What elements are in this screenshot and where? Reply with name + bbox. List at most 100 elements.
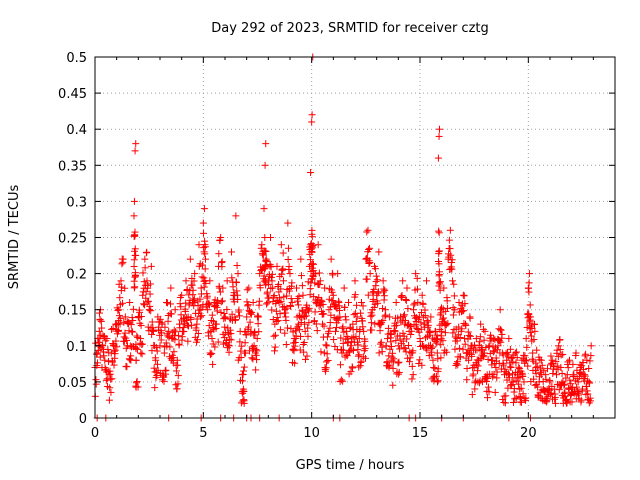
data-point [306,291,314,299]
data-point [153,347,161,355]
data-point [233,287,241,295]
data-point [282,340,290,348]
data-point [301,313,309,321]
data-point [134,334,142,342]
data-point [138,340,146,348]
data-point [461,335,469,343]
data-point [530,336,538,344]
data-point [201,265,209,273]
data-point [171,336,179,344]
data-point [193,336,201,344]
data-point [351,277,359,285]
data-point [540,367,548,375]
data-point [313,327,321,335]
data-point [339,323,347,331]
data-point [439,337,447,345]
data-point [455,323,463,331]
data-point [255,297,263,305]
data-point [366,259,374,267]
data-point [323,358,331,366]
data-point [432,372,440,380]
data-point [355,363,363,371]
data-point [248,354,256,362]
data-point [297,319,305,327]
data-point [249,298,257,306]
data-point [304,324,312,332]
data-point [197,284,205,292]
data-point [403,321,411,329]
data-point [437,354,445,362]
data-point [285,263,293,271]
data-point [519,372,527,380]
data-point [502,349,510,357]
data-point [371,320,379,328]
data-point [260,205,268,213]
data-point [115,306,123,314]
data-point [489,348,497,356]
data-point [233,262,241,270]
data-point [122,344,130,352]
x-tick-label: 0 [91,426,99,441]
data-point [473,361,481,369]
data-point [262,247,270,255]
data-point [574,389,582,397]
data-point [402,296,410,304]
data-point [435,227,443,235]
data-point [175,332,183,340]
data-point [263,288,271,296]
data-point [251,331,259,339]
data-point [504,353,512,361]
data-point [174,361,182,369]
y-tick-label: 0.45 [58,87,87,102]
data-point [547,389,555,397]
data-point [566,356,573,364]
data-point [175,341,183,349]
data-point [263,257,271,265]
data-point [297,272,305,280]
data-point [308,248,316,256]
data-point [505,335,513,343]
data-point [434,365,442,373]
data-point [429,373,437,381]
data-point [408,327,416,335]
data-point [157,336,165,344]
data-point [501,365,509,373]
data-point [352,317,360,325]
data-point [311,279,319,287]
data-point [150,364,158,372]
data-point [466,332,474,340]
data-point [582,350,590,358]
data-point [537,365,545,373]
data-point [240,399,248,407]
data-point [461,300,469,308]
data-point [449,277,456,285]
data-point [438,304,446,312]
data-point [95,309,103,317]
data-point [241,349,249,357]
data-point [129,317,137,325]
data-point [395,368,403,376]
data-point [212,324,220,332]
data-points [91,53,595,422]
data-point [322,341,330,349]
data-point [158,319,166,327]
data-point [423,277,430,285]
data-point [211,320,219,328]
data-point [301,320,309,328]
data-point [109,325,117,333]
data-point [419,300,427,308]
data-point [427,313,435,321]
data-point [573,383,581,391]
data-point [555,386,563,394]
data-point [448,265,456,273]
data-point [562,374,570,382]
data-point [304,332,312,340]
data-point [444,319,452,327]
data-point [186,255,194,263]
data-point [270,293,278,301]
data-point [141,255,149,263]
data-point [258,241,266,249]
y-tick-label: 0.35 [58,159,87,174]
data-point [547,352,555,360]
data-point [308,118,316,126]
